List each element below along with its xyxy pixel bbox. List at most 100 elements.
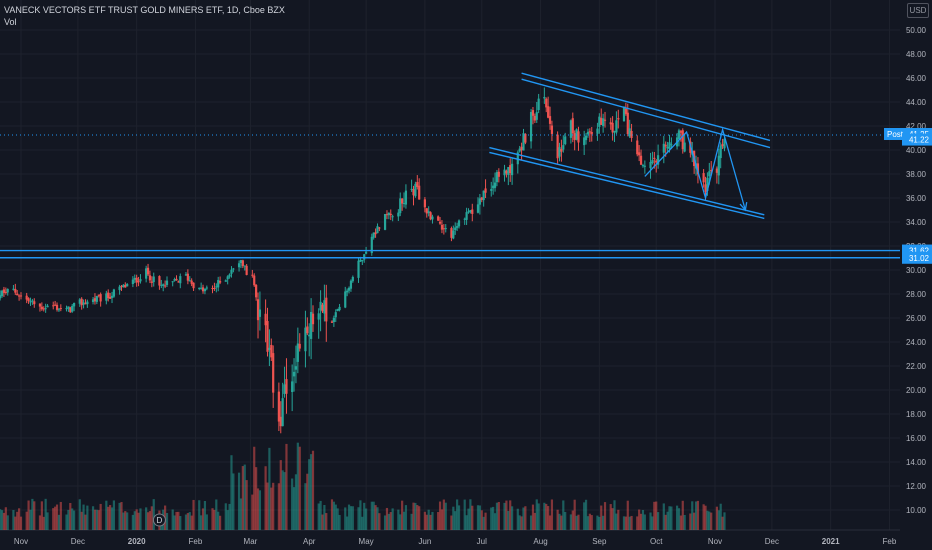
candle-body[interactable] bbox=[346, 290, 349, 293]
candle-body[interactable] bbox=[319, 301, 322, 311]
candle-body[interactable] bbox=[715, 168, 718, 173]
candle-body[interactable] bbox=[401, 198, 404, 204]
candle-body[interactable] bbox=[224, 280, 227, 282]
candle-body[interactable] bbox=[80, 298, 83, 306]
candle-body[interactable] bbox=[495, 172, 499, 183]
candle-body[interactable] bbox=[399, 198, 402, 214]
candle-body[interactable] bbox=[469, 210, 472, 213]
candle-body[interactable] bbox=[186, 273, 189, 281]
candle-body[interactable] bbox=[425, 208, 428, 214]
projection-path[interactable] bbox=[644, 127, 746, 211]
candle-body[interactable] bbox=[264, 313, 267, 326]
candle-body[interactable] bbox=[272, 353, 275, 393]
candle-body[interactable] bbox=[651, 160, 654, 164]
candle-body[interactable] bbox=[598, 116, 601, 127]
candle-body[interactable] bbox=[241, 260, 244, 267]
candle-body[interactable] bbox=[529, 112, 533, 142]
candle-body[interactable] bbox=[547, 106, 550, 118]
candle-body[interactable] bbox=[457, 220, 461, 227]
candle-body[interactable] bbox=[456, 226, 459, 228]
candle-body[interactable] bbox=[277, 391, 280, 422]
candle-body[interactable] bbox=[503, 169, 506, 176]
candle-body[interactable] bbox=[95, 295, 98, 302]
candle-body[interactable] bbox=[243, 265, 246, 267]
candle-body[interactable] bbox=[492, 185, 495, 189]
candle-body[interactable] bbox=[325, 297, 328, 322]
candle-body[interactable] bbox=[465, 212, 468, 220]
candle-body[interactable] bbox=[71, 305, 74, 312]
candle-body[interactable] bbox=[573, 133, 576, 140]
candle-body[interactable] bbox=[505, 170, 508, 174]
candle-body[interactable] bbox=[361, 260, 364, 262]
candle-body[interactable] bbox=[467, 211, 470, 213]
candle-body[interactable] bbox=[160, 284, 163, 286]
candle-body[interactable] bbox=[253, 275, 256, 286]
candle-body[interactable] bbox=[177, 281, 180, 283]
candle-body[interactable] bbox=[638, 152, 641, 156]
candle-body[interactable] bbox=[643, 165, 646, 167]
candle-body[interactable] bbox=[440, 224, 444, 230]
candle-body[interactable] bbox=[279, 416, 282, 427]
candle-body[interactable] bbox=[590, 132, 593, 135]
candle-body[interactable] bbox=[365, 251, 368, 254]
candle-body[interactable] bbox=[148, 275, 152, 281]
channel-lower-line-2[interactable] bbox=[489, 146, 765, 216]
candle-body[interactable] bbox=[57, 309, 61, 311]
candle-body[interactable] bbox=[584, 135, 588, 141]
candle-body[interactable] bbox=[190, 280, 193, 284]
candle-body[interactable] bbox=[657, 155, 660, 165]
dividend-event-marker[interactable] bbox=[152, 513, 166, 527]
candle-body[interactable] bbox=[437, 216, 440, 221]
candle-body[interactable] bbox=[507, 167, 510, 176]
candle-body[interactable] bbox=[533, 115, 536, 121]
candle-body[interactable] bbox=[385, 214, 389, 216]
candle-body[interactable] bbox=[560, 149, 563, 152]
candle-body[interactable] bbox=[162, 284, 165, 286]
candle-body[interactable] bbox=[450, 228, 453, 238]
candle-body[interactable] bbox=[558, 147, 561, 157]
candle-body[interactable] bbox=[520, 146, 523, 151]
candle-body[interactable] bbox=[308, 334, 311, 337]
candle-body[interactable] bbox=[137, 281, 140, 283]
candle-body[interactable] bbox=[602, 118, 605, 127]
candle-body[interactable] bbox=[387, 212, 390, 216]
candle-body[interactable] bbox=[679, 131, 682, 133]
candle-body[interactable] bbox=[359, 259, 362, 262]
candle-body[interactable] bbox=[414, 183, 417, 197]
candle-body[interactable] bbox=[704, 184, 707, 192]
candle-body[interactable] bbox=[211, 287, 214, 289]
candle-body[interactable] bbox=[42, 308, 45, 310]
candle-body[interactable] bbox=[205, 287, 208, 289]
candle-body[interactable] bbox=[29, 301, 32, 303]
candle-body[interactable] bbox=[0, 295, 2, 299]
candle-body[interactable] bbox=[283, 384, 286, 394]
candle-body[interactable] bbox=[165, 280, 169, 285]
candle-body[interactable] bbox=[493, 182, 497, 188]
candle-body[interactable] bbox=[112, 289, 116, 297]
candle-body[interactable] bbox=[40, 306, 43, 310]
candle-body[interactable] bbox=[158, 276, 161, 286]
candle-body[interactable] bbox=[537, 98, 540, 110]
candle-body[interactable] bbox=[69, 307, 72, 313]
candle-body[interactable] bbox=[139, 279, 142, 282]
candle-body[interactable] bbox=[336, 308, 339, 312]
candle-body[interactable] bbox=[653, 157, 656, 159]
candle-body[interactable] bbox=[351, 276, 354, 282]
candle-body[interactable] bbox=[150, 281, 153, 283]
candle-body[interactable] bbox=[683, 142, 686, 152]
candle-body[interactable] bbox=[666, 146, 669, 149]
candle-body[interactable] bbox=[548, 116, 552, 124]
candle-body[interactable] bbox=[562, 145, 565, 150]
candle-body[interactable] bbox=[19, 295, 23, 297]
candle-body[interactable] bbox=[677, 130, 681, 140]
candle-body[interactable] bbox=[131, 279, 134, 285]
candle-body[interactable] bbox=[200, 287, 203, 289]
candle-body[interactable] bbox=[258, 309, 262, 317]
candle-body[interactable] bbox=[33, 301, 36, 305]
candle-body[interactable] bbox=[723, 138, 726, 149]
candle-body[interactable] bbox=[82, 302, 85, 305]
candle-body[interactable] bbox=[145, 268, 148, 279]
candle-body[interactable] bbox=[482, 190, 485, 201]
